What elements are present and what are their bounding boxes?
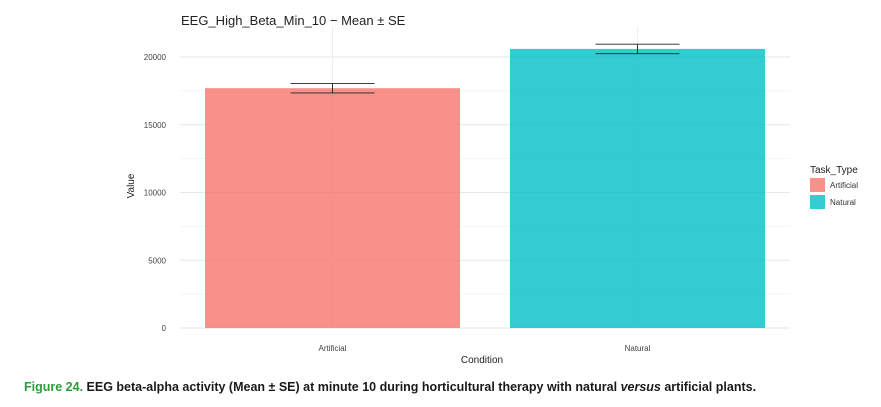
x-axis-label: Condition xyxy=(461,355,503,366)
y-tick-label: 20000 xyxy=(144,53,167,62)
y-axis-label: Value xyxy=(126,173,137,198)
error-bar-natural xyxy=(595,43,680,55)
legend-key-artificial xyxy=(810,178,825,192)
figure-caption: Figure 24. EEG beta-alpha activity (Mean… xyxy=(24,380,756,394)
bar-chart: EEG_High_Beta_Min_10 − Mean ± SE 0 5000 10… xyxy=(126,13,858,366)
error-bars xyxy=(290,43,680,94)
legend: Task_Type Artificial Natural xyxy=(810,165,858,209)
caption-text-1: EEG beta-alpha activity (Mean ± SE) at m… xyxy=(83,380,621,394)
y-tick-label: 0 xyxy=(162,324,167,333)
x-tick-label: Natural xyxy=(625,344,651,353)
bar-natural xyxy=(510,48,765,328)
legend-label: Natural xyxy=(830,198,856,207)
figure-label: Figure 24. xyxy=(24,380,84,394)
x-tick-label: Artificial xyxy=(318,344,346,353)
legend-key-natural xyxy=(810,195,825,209)
y-tick-labels: 0 5000 10000 15000 20000 xyxy=(144,53,167,333)
y-tick-label: 15000 xyxy=(144,121,167,130)
bars xyxy=(205,48,765,329)
caption-emphasis: versus xyxy=(620,380,661,394)
x-tick-labels: Artificial Natural xyxy=(318,344,650,353)
bar-artificial xyxy=(205,88,460,329)
legend-title: Task_Type xyxy=(810,165,858,176)
y-tick-label: 5000 xyxy=(148,256,166,265)
legend-label: Artificial xyxy=(830,181,858,190)
y-tick-label: 10000 xyxy=(144,189,167,198)
error-bar-artificial xyxy=(290,83,375,94)
chart-title: EEG_High_Beta_Min_10 − Mean ± SE xyxy=(181,13,406,28)
caption-text-2: artificial plants. xyxy=(660,380,757,394)
